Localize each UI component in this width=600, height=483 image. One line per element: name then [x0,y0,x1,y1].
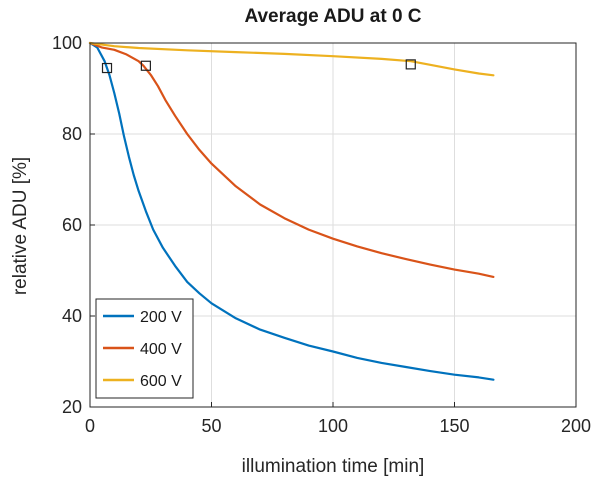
x-tick-label: 0 [85,416,95,436]
legend-label: 400 V [140,341,182,358]
series-line-400v [88,41,495,278]
y-axis-label: relative ADU [%] [10,157,31,295]
y-tick-label: 100 [52,33,82,53]
legend: 200 V 400 V 600 V [95,298,194,399]
x-tick-label: 150 [439,416,469,436]
y-tick-label: 20 [62,397,82,417]
series-line-200v [88,41,495,381]
square-marker [101,62,113,74]
x-tick-label: 50 [201,416,221,436]
series-line-600v [88,41,495,77]
y-tick-label: 80 [62,124,82,144]
chart-title: Average ADU at 0 C [244,6,421,27]
y-tick-label: 60 [62,215,82,235]
legend-label: 200 V [140,309,182,326]
x-tick-label: 100 [318,416,348,436]
series-layer [88,41,495,381]
x-axis-label: illumination time [min] [242,456,425,477]
legend-label: 600 V [140,373,182,390]
y-tick-label: 40 [62,306,82,326]
square-marker [140,60,151,71]
x-tick-label: 200 [561,416,591,436]
tick-labels: 0 50 100 150 200 20 40 60 80 100 [52,33,591,436]
square-marker [405,59,416,70]
markers-layer [101,59,416,74]
